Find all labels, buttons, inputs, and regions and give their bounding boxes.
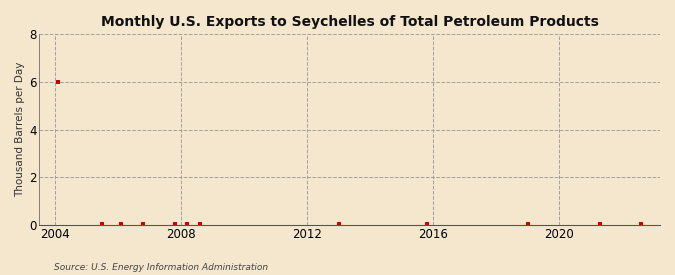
Text: Source: U.S. Energy Information Administration: Source: U.S. Energy Information Administ…	[54, 263, 268, 272]
Y-axis label: Thousand Barrels per Day: Thousand Barrels per Day	[15, 62, 25, 197]
Title: Monthly U.S. Exports to Seychelles of Total Petroleum Products: Monthly U.S. Exports to Seychelles of To…	[101, 15, 599, 29]
